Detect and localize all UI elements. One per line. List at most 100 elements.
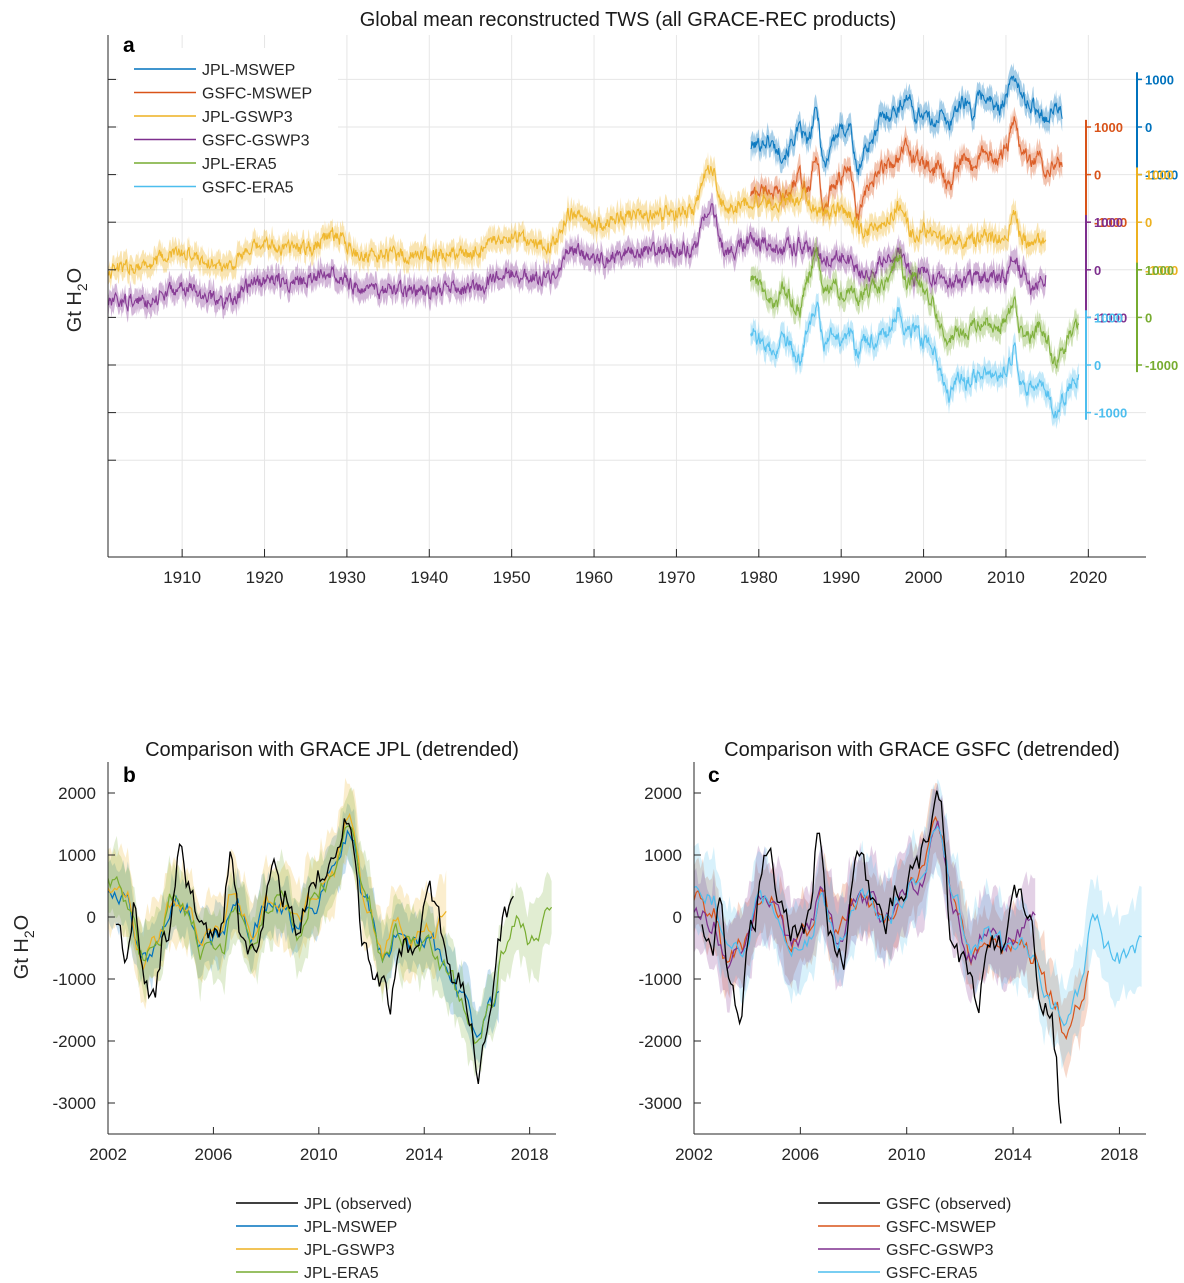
panel-b-legend: JPL (observed) JPL-MSWEP JPL-GSWP3 JPL-ERA5 — [236, 1196, 412, 1282]
legend-label-gsfc-gswp3: GSFC-GSWP3 — [202, 133, 310, 150]
panel-a-offset-label: -1000 — [1094, 406, 1127, 421]
panel-a-xtick-label: 1990 — [822, 568, 860, 587]
panel-a-line-jpl-mswep — [750, 75, 1063, 176]
panel-c-xtick-label: 2002 — [675, 1145, 713, 1164]
panel-c-ytick-label: 2000 — [644, 784, 682, 803]
legend-label-jpl-era5: JPL-ERA5 — [304, 1265, 379, 1282]
legend-label-gsfc-mswep: GSFC-MSWEP — [886, 1219, 996, 1236]
panel-b-xtick-label: 2006 — [194, 1145, 232, 1164]
legend-label-gsfc-observed: GSFC (observed) — [886, 1196, 1011, 1213]
panel-a-xtick-label: 1910 — [163, 568, 201, 587]
panel-b-xtick-label: 2002 — [89, 1145, 127, 1164]
panel-c-letter: c — [708, 764, 720, 787]
legend-label-jpl-observed: JPL (observed) — [304, 1196, 412, 1213]
panel-a-axes: 1910 1920 1930 1940 1950 1960 1970 1980 1990 2000… — [107, 35, 1146, 587]
panel-a-xtick-label: 2000 — [905, 568, 943, 587]
panel-a-offset-label: 0 — [1094, 263, 1101, 278]
panel-a-offset-label: 1000 — [1145, 72, 1174, 87]
panel-c-line-gsfc-observed — [701, 790, 1062, 1124]
panel-a-letter: a — [123, 34, 135, 57]
panel-c-ytick-label: 1000 — [644, 846, 682, 865]
panel-a-title: Global mean reconstructed TWS (all GRACE… — [360, 9, 896, 31]
panel-a-offset-label: 1000 — [1145, 168, 1174, 183]
panel-b-ytick-label: 1000 — [58, 846, 96, 865]
panel-b-line-jpl-observed — [115, 818, 514, 1085]
panel-b-ytick-label: -3000 — [53, 1094, 96, 1113]
panel-b-title: Comparison with GRACE JPL (detrended) — [145, 739, 519, 761]
panel-a-offset-label: 0 — [1094, 358, 1101, 373]
panel-a-band-jpl-gswp3 — [108, 152, 1046, 290]
panel-c-ytick-label: 0 — [673, 908, 682, 927]
panel-b-plot-area — [108, 777, 553, 1085]
panel-a-xtick-label: 1940 — [410, 568, 448, 587]
panel-b-ytick-label: 2000 — [58, 784, 96, 803]
panel-a-offset-label: 0 — [1145, 215, 1152, 230]
panel-a-line-gsfc-mswep — [750, 116, 1063, 221]
panel-c-title: Comparison with GRACE GSFC (detrended) — [724, 739, 1120, 761]
panel-a-xtick-label: 1920 — [246, 568, 284, 587]
panel-a-offset-label: 1000 — [1094, 215, 1123, 230]
panel-a-line-gsfc-gswp3 — [107, 203, 1047, 312]
panel-a: Global mean reconstructed TWS (all GRACE… — [64, 9, 1178, 587]
panel-a-xtick-label: 1960 — [575, 568, 613, 587]
legend-label-jpl-mswep: JPL-MSWEP — [202, 62, 295, 79]
panel-b-xtick-label: 2014 — [405, 1145, 443, 1164]
panel-a-series — [107, 62, 1080, 430]
panel-a-xtick-label: 2010 — [987, 568, 1025, 587]
panel-c-xtick-label: 2014 — [994, 1145, 1032, 1164]
panel-a-offset-label: 0 — [1094, 168, 1101, 183]
legend-label-gsfc-era5: GSFC-ERA5 — [202, 180, 294, 197]
panel-a-legend-box — [118, 48, 338, 198]
panel-c-plot-area — [694, 778, 1142, 1124]
panel-c-line-gsfc-era5 — [694, 825, 1142, 1027]
legend-label-gsfc-era5: GSFC-ERA5 — [886, 1265, 978, 1282]
panel-a-offset-label: 1000 — [1094, 120, 1123, 135]
panel-a-band-gsfc-era5 — [750, 292, 1079, 430]
legend-label-jpl-mswep: JPL-MSWEP — [304, 1219, 397, 1236]
legend-label-jpl-gswp3: JPL-GSWP3 — [202, 109, 293, 126]
panel-a-offset-label: -1000 — [1145, 358, 1178, 373]
panel-c-band-gsfc-mswep — [694, 782, 1089, 1079]
panel-b-ytick-label: 0 — [87, 908, 96, 927]
panel-a-offset-label: -1000 — [1145, 263, 1178, 278]
panel-a-offset-label: 1000 — [1145, 263, 1174, 278]
panel-a-offset-label: 0 — [1145, 120, 1152, 135]
panel-a-offset-scales: 10000-100010000-100010000-100010000-1000… — [1085, 72, 1178, 421]
panel-b-line-jpl-mswep — [108, 829, 500, 1039]
panel-a-xtick-label: 1970 — [658, 568, 696, 587]
panel-b-letter: b — [123, 764, 136, 787]
panel-a-offset-label: 1000 — [1094, 310, 1123, 325]
panel-a-xtick-label: 1930 — [328, 568, 366, 587]
panel-b-line-jpl-era5 — [108, 825, 553, 1045]
legend-label-jpl-gswp3: JPL-GSWP3 — [304, 1242, 395, 1259]
panel-c-axes: 2002 2006 2010 2014 2018 -3000 -2000 -1000 0 1000… — [639, 762, 1146, 1164]
legend-label-jpl-era5: JPL-ERA5 — [202, 156, 277, 173]
panel-b-band-jpl-gswp3 — [108, 777, 447, 1010]
panel-c-legend: GSFC (observed) GSFC-MSWEP GSFC-GSWP3 GSFC-… — [818, 1196, 1011, 1282]
panel-b: Comparison with GRACE JPL (detrended) 20… — [11, 739, 556, 1282]
panel-c-xtick-label: 2006 — [781, 1145, 819, 1164]
panel-a-legend: JPL-MSWEP GSFC-MSWEP JPL-GSWP3 GSFC-GSWP3 JP… — [134, 62, 312, 197]
legend-label-gsfc-mswep: GSFC-MSWEP — [202, 86, 312, 103]
panel-b-xtick-label: 2010 — [300, 1145, 338, 1164]
panel-c-xtick-label: 2018 — [1100, 1145, 1138, 1164]
panel-a-xtick-label: 2020 — [1069, 568, 1107, 587]
panel-c-ytick-label: -1000 — [639, 970, 682, 989]
panel-a-line-jpl-era5 — [750, 246, 1080, 369]
panel-c-ytick-label: -2000 — [639, 1032, 682, 1051]
panel-b-ytick-label: -1000 — [53, 970, 96, 989]
legend-label-gsfc-gswp3: GSFC-GSWP3 — [886, 1242, 994, 1259]
panel-b-xtick-label: 2018 — [511, 1145, 549, 1164]
panel-c-band-gsfc-era5 — [694, 778, 1142, 1070]
panel-c-xtick-label: 2010 — [888, 1145, 926, 1164]
panel-a-offset-label: -1000 — [1094, 310, 1127, 325]
panel-b-band-jpl-mswep — [108, 803, 499, 1064]
panel-b-series — [108, 777, 553, 1085]
panel-b-axes: 2002 2006 2010 2014 2018 -3000 -2000 -1000 0 1000… — [53, 762, 556, 1164]
panel-b-ytick-label: -2000 — [53, 1032, 96, 1051]
panel-c-ytick-label: -3000 — [639, 1094, 682, 1113]
panel-a-line-jpl-gswp3 — [107, 165, 1047, 279]
panel-a-band-gsfc-gswp3 — [108, 192, 1046, 323]
panel-c: Comparison with GRACE GSFC (detrended) 2… — [639, 739, 1146, 1282]
